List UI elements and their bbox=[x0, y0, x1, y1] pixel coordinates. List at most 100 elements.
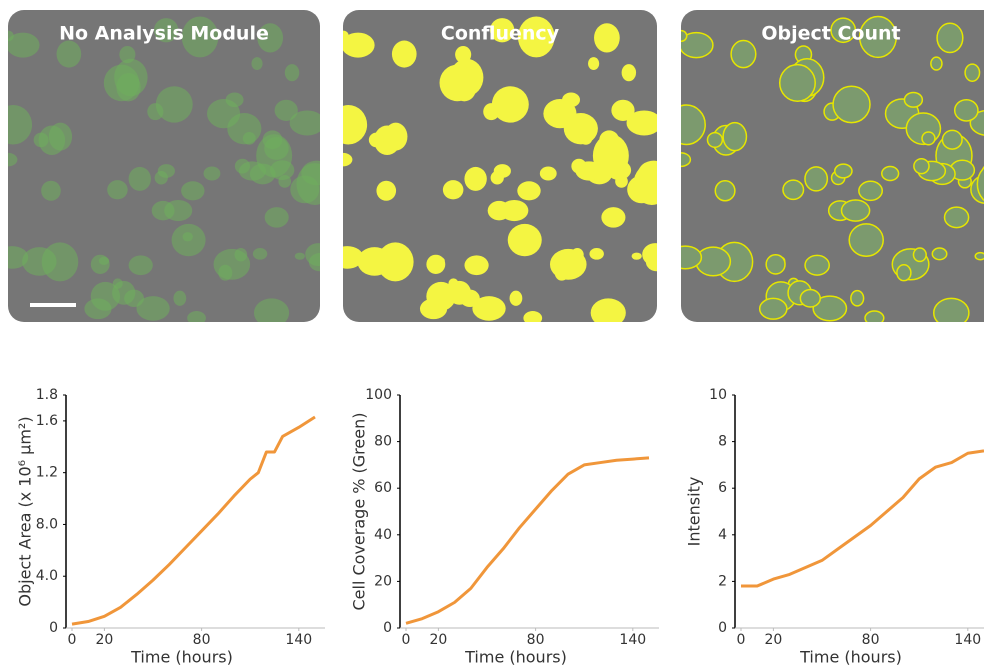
cell bbox=[84, 298, 111, 319]
cell bbox=[41, 181, 61, 201]
image-panel bbox=[0, 10, 333, 327]
cell bbox=[670, 246, 702, 269]
cell bbox=[589, 248, 603, 260]
y-axis-title: Cell Coverage % (Green) bbox=[350, 413, 369, 611]
cell bbox=[945, 207, 969, 228]
cell bbox=[571, 248, 584, 261]
cell bbox=[601, 207, 625, 228]
cell bbox=[460, 290, 480, 307]
cell bbox=[91, 255, 110, 274]
cell bbox=[275, 100, 298, 121]
cell bbox=[426, 255, 445, 274]
cell bbox=[783, 180, 804, 199]
y-tick-label: 1.8 bbox=[36, 387, 58, 403]
x-tick-label: 0 bbox=[737, 632, 746, 648]
cell bbox=[124, 290, 144, 307]
cell bbox=[510, 291, 523, 306]
cell bbox=[508, 224, 542, 256]
cell bbox=[715, 181, 735, 201]
cell bbox=[492, 86, 529, 122]
cell bbox=[955, 100, 978, 121]
image-title: Confluency bbox=[441, 23, 560, 45]
y-tick-label: 10 bbox=[709, 387, 727, 403]
y-axis-title: Intensity bbox=[685, 477, 704, 547]
image-panel bbox=[667, 10, 984, 327]
cell bbox=[329, 105, 367, 144]
x-tick-label: 80 bbox=[193, 632, 211, 648]
x-tick-label: 140 bbox=[954, 632, 981, 648]
cell bbox=[517, 181, 540, 200]
cell bbox=[672, 153, 691, 167]
cell bbox=[226, 92, 244, 107]
cell bbox=[555, 265, 569, 281]
cell bbox=[285, 64, 299, 81]
cell bbox=[464, 255, 488, 275]
cell bbox=[57, 41, 82, 68]
cell bbox=[760, 298, 787, 319]
cell bbox=[296, 163, 333, 205]
cell bbox=[922, 132, 935, 145]
x-tick-label: 80 bbox=[527, 632, 545, 648]
cell bbox=[851, 291, 864, 306]
cell bbox=[295, 253, 305, 260]
cell bbox=[975, 253, 984, 260]
y-tick-label: 0 bbox=[49, 620, 58, 636]
cell bbox=[562, 92, 580, 107]
cell bbox=[571, 159, 586, 174]
y-axis-title: Object Area (x 10⁶ µm²) bbox=[16, 416, 35, 606]
cell bbox=[942, 130, 962, 149]
cell bbox=[104, 65, 140, 102]
cell bbox=[49, 123, 72, 151]
cell bbox=[263, 130, 283, 149]
cell bbox=[835, 164, 852, 178]
cell bbox=[523, 311, 542, 325]
cell bbox=[805, 167, 827, 191]
cell bbox=[253, 248, 267, 260]
cell bbox=[369, 133, 384, 148]
y-tick-label: 0 bbox=[383, 620, 392, 636]
x-tick-label: 140 bbox=[619, 632, 646, 648]
cell bbox=[913, 248, 926, 261]
cell bbox=[376, 181, 396, 201]
cell bbox=[676, 31, 687, 42]
x-tick-label: 20 bbox=[764, 632, 782, 648]
x-tick-label: 0 bbox=[68, 632, 77, 648]
cell bbox=[932, 248, 946, 260]
cell bbox=[965, 64, 979, 81]
cell bbox=[235, 248, 248, 261]
y-tick-label: 20 bbox=[374, 573, 392, 589]
cell bbox=[622, 64, 636, 81]
cell bbox=[667, 105, 705, 144]
data-line bbox=[741, 451, 984, 586]
x-tick-label: 140 bbox=[285, 632, 312, 648]
figure: No Analysis ModuleConfluencyObject Count… bbox=[0, 0, 984, 667]
cell bbox=[187, 311, 206, 325]
cell bbox=[594, 23, 620, 52]
cell bbox=[849, 224, 883, 256]
y-tick-label: 4 bbox=[718, 527, 727, 543]
cell bbox=[22, 247, 56, 276]
image-title: Object Count bbox=[761, 23, 900, 45]
cell bbox=[204, 166, 221, 180]
cell bbox=[218, 265, 232, 281]
y-tick-label: 60 bbox=[374, 480, 392, 496]
x-axis-title: Time (hours) bbox=[464, 648, 567, 667]
cell bbox=[251, 57, 262, 70]
cell bbox=[158, 164, 175, 178]
cell bbox=[129, 255, 153, 275]
cell bbox=[937, 23, 963, 52]
cell bbox=[3, 31, 14, 42]
cell bbox=[897, 265, 911, 281]
y-tick-label: 40 bbox=[374, 527, 392, 543]
cell bbox=[181, 181, 204, 200]
y-tick-label: 80 bbox=[374, 434, 392, 450]
cell bbox=[384, 123, 407, 151]
cell bbox=[392, 41, 417, 68]
cell bbox=[591, 298, 626, 327]
cell bbox=[440, 65, 476, 102]
y-tick-label: 4.0 bbox=[36, 568, 58, 584]
cell bbox=[633, 163, 670, 205]
cell bbox=[904, 92, 922, 107]
data-line bbox=[406, 458, 649, 623]
cell bbox=[599, 130, 619, 149]
